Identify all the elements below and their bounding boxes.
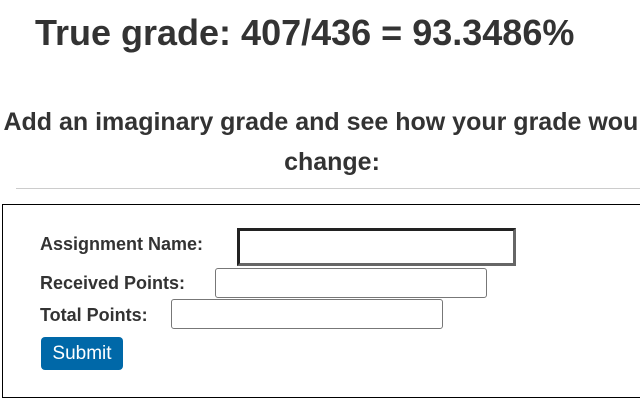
divider (16, 188, 640, 189)
total-points-label: Total Points: (40, 305, 148, 325)
assignment-name-label: Assignment Name: (40, 234, 204, 254)
imaginary-grade-subtitle: Add an imaginary grade and see how your … (3, 108, 640, 176)
total-points-input[interactable] (171, 299, 443, 329)
received-points-label: Received Points: (40, 273, 186, 293)
true-grade-heading: True grade: 407/436 = 93.3486% (35, 12, 575, 53)
imaginary-grade-form: Assignment Name: Received Points: Total … (2, 204, 640, 398)
received-points-input[interactable] (215, 268, 487, 298)
submit-button[interactable]: Submit (41, 337, 123, 370)
assignment-name-input[interactable] (237, 228, 516, 266)
